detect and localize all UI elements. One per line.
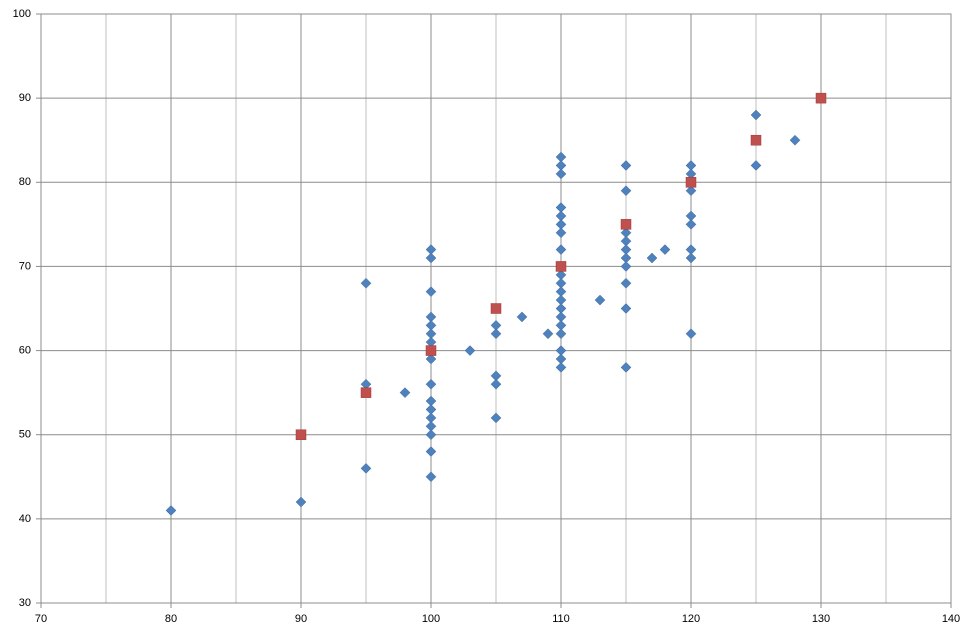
- diamond-point: [685, 185, 697, 197]
- diamond-point: [555, 168, 567, 180]
- square-point: [620, 219, 632, 230]
- x-tick-label: 140: [942, 613, 960, 625]
- square-point: [555, 261, 567, 272]
- diamond-point: [659, 244, 671, 255]
- y-tick-label: 90: [19, 92, 31, 104]
- diamond-point: [685, 328, 697, 340]
- diamond-point: [685, 219, 697, 230]
- diamond-point: [490, 412, 502, 424]
- diamond-point: [425, 252, 437, 264]
- y-tick-label: 100: [13, 8, 31, 20]
- diamond-point: [425, 286, 437, 298]
- diamond-point: [295, 496, 307, 508]
- diamond-point: [425, 353, 437, 365]
- diamond-point: [750, 109, 762, 121]
- diamond-point: [425, 446, 437, 457]
- diamond-point: [399, 387, 411, 398]
- diamond-point: [490, 328, 502, 340]
- diamond-point: [620, 185, 632, 197]
- diamond-point: [685, 252, 697, 264]
- diamond-point: [360, 277, 372, 289]
- diamond-point: [542, 328, 554, 340]
- diamond-point: [620, 303, 632, 314]
- square-point: [815, 92, 827, 104]
- diamond-point: [620, 277, 632, 289]
- diamond-point: [555, 244, 567, 255]
- diamond-point: [360, 463, 372, 474]
- x-tick-label: 80: [165, 613, 177, 625]
- plot-border: [40, 13, 952, 604]
- y-tick-label: 60: [19, 344, 31, 356]
- square-point: [295, 429, 307, 440]
- diamond-point: [165, 505, 177, 516]
- diamond-point: [425, 429, 437, 441]
- diamond-point: [516, 311, 528, 323]
- x-tick-label: 90: [295, 613, 307, 625]
- x-tick-label: 70: [35, 613, 47, 625]
- diamond-point: [620, 362, 632, 373]
- diamond-point: [490, 378, 502, 390]
- x-tick-label: 100: [422, 613, 440, 625]
- diamond-point: [425, 378, 437, 390]
- x-tick-label: 130: [812, 613, 830, 625]
- square-point: [490, 303, 502, 314]
- diamond-point: [620, 261, 632, 272]
- y-tick-label: 50: [19, 429, 31, 441]
- diamond-point: [789, 134, 801, 146]
- diamond-point: [594, 294, 606, 306]
- y-tick-label: 30: [19, 597, 31, 609]
- x-tick-label: 120: [682, 613, 700, 625]
- y-tick-label: 70: [19, 260, 31, 272]
- diamond-point: [555, 227, 567, 239]
- diamond-point: [750, 160, 762, 171]
- square-point: [750, 134, 762, 146]
- y-tick-label: 40: [19, 513, 31, 525]
- diamond-point: [425, 471, 437, 483]
- square-point: [425, 345, 437, 356]
- square-point: [685, 177, 697, 188]
- y-tick-label: 80: [19, 176, 31, 188]
- diamond-point: [646, 252, 658, 264]
- diamond-point: [620, 160, 632, 171]
- diamond-point: [464, 345, 476, 356]
- diamond-point: [555, 328, 567, 340]
- diamond-point: [555, 362, 567, 373]
- square-point: [360, 387, 372, 398]
- x-tick-label: 110: [552, 613, 570, 625]
